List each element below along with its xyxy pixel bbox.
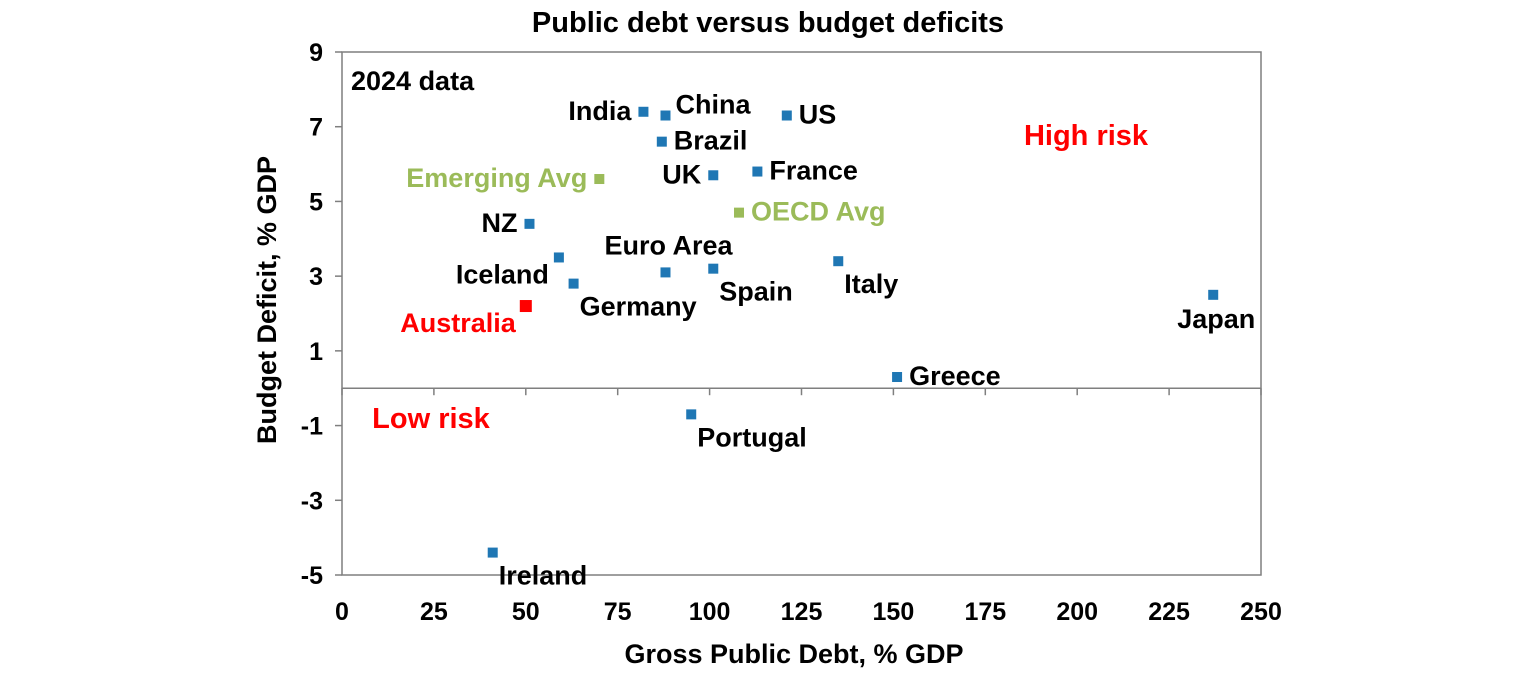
point-marker: [656, 136, 667, 147]
point-label: Germany: [580, 292, 697, 322]
y-tick-label: -1: [301, 413, 323, 441]
point-marker: [708, 170, 719, 181]
y-tick-label: 5: [309, 188, 323, 216]
y-tick-label: 3: [309, 263, 323, 291]
point-marker: [660, 267, 671, 278]
plot-frame: [341, 51, 1262, 576]
point-label: India: [568, 96, 632, 126]
point-label: Euro Area: [604, 230, 733, 260]
y-tick-label: 7: [309, 114, 323, 142]
y-tick-label: -3: [301, 487, 323, 515]
point-label: US: [799, 100, 837, 130]
x-tick-label: 75: [604, 598, 632, 626]
point-marker: [568, 278, 579, 289]
point-label: Japan: [1177, 304, 1255, 334]
point-label: Ireland: [499, 561, 588, 591]
point-label: France: [769, 156, 858, 186]
annotation-low-risk: Low risk: [372, 403, 491, 435]
point-label: Spain: [719, 277, 793, 307]
point-marker: [781, 110, 792, 121]
y-tick-label: 1: [309, 338, 323, 366]
y-tick-label: 9: [309, 39, 323, 67]
x-tick-label: 225: [1148, 598, 1190, 626]
point-marker: [638, 106, 649, 117]
x-tick-label: 200: [1056, 598, 1098, 626]
x-tick-label: 175: [964, 598, 1006, 626]
x-axis-label: Gross Public Debt, % GDP: [624, 639, 963, 669]
point-marker: [660, 110, 671, 121]
point-marker: [487, 547, 498, 558]
point-marker: [734, 207, 745, 218]
x-tick-label: 0: [335, 598, 349, 626]
point-label: Emerging Avg: [406, 163, 587, 193]
point-marker: [892, 372, 903, 383]
point-marker: [524, 218, 535, 229]
chart-subtitle: 2024 data: [351, 66, 475, 96]
point-label: China: [675, 90, 751, 120]
point-label: UK: [662, 159, 701, 189]
point-label: OECD Avg: [751, 197, 886, 227]
point-label: Australia: [400, 308, 517, 338]
point-label: Greece: [909, 361, 1001, 391]
chart-title: Public debt versus budget deficits: [532, 7, 1004, 39]
point-marker: [594, 174, 605, 185]
point-marker: [553, 252, 564, 263]
annotation-high-risk: High risk: [1024, 120, 1149, 152]
point-marker: [708, 263, 719, 274]
y-axis-label: Budget Deficit, % GDP: [252, 156, 282, 444]
point-marker: [686, 409, 697, 420]
x-tick-label: 50: [512, 598, 540, 626]
x-tick-label: 150: [873, 598, 915, 626]
x-tick-label: 100: [689, 598, 731, 626]
point-marker: [752, 166, 763, 177]
point-label: Italy: [844, 269, 898, 299]
point-marker: [833, 256, 844, 267]
point-marker: [1208, 289, 1219, 300]
point-label: Brazil: [674, 126, 748, 156]
x-tick-label: 125: [781, 598, 823, 626]
point-marker: [519, 300, 532, 313]
x-tick-label: 250: [1240, 598, 1282, 626]
point-label: Portugal: [697, 422, 807, 452]
x-tick-label: 25: [420, 598, 448, 626]
point-label: Iceland: [456, 259, 549, 289]
point-label: NZ: [481, 208, 517, 238]
y-tick-label: -5: [301, 562, 323, 590]
